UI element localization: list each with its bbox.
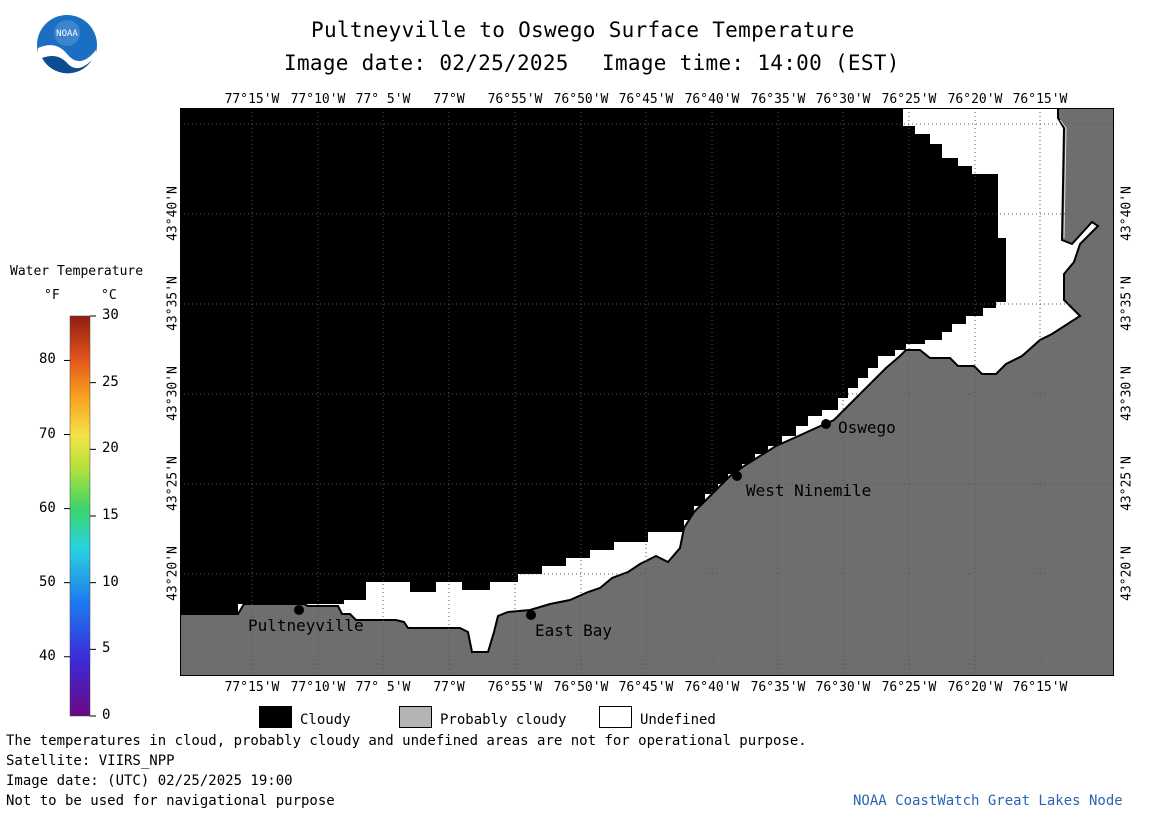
latitude-label: 43°30'N [1119, 366, 1135, 421]
colorbar-title: Water Temperature [10, 264, 144, 279]
legend-swatch-probably-cloudy [399, 706, 432, 728]
page-title: Pultneyville to Oswego Surface Temperatu… [311, 18, 855, 42]
colorbar-fahrenheit-tick: 80 [39, 351, 56, 368]
longitude-label: 76°45'W [618, 680, 674, 695]
place-label-pultneyville: Pultneyville [248, 616, 364, 635]
footer-navigation: Not to be used for navigational purpose [6, 793, 335, 809]
pultneyville-marker [294, 605, 304, 615]
latitude-label: 43°25'N [165, 456, 181, 511]
logo-text: NOAA [56, 29, 78, 39]
latitude-label: 43°35'N [165, 276, 181, 331]
longitude-label: 77°W [433, 680, 465, 695]
place-label-west-ninemile: West Ninemile [746, 481, 872, 500]
longitude-label: 76°55'W [487, 680, 543, 695]
longitude-label: 77°10'W [290, 680, 346, 695]
longitude-label: 77° 5'W [355, 92, 411, 107]
map-frame [180, 108, 1114, 676]
colorbar-fahrenheit-tick: 40 [39, 647, 56, 664]
longitude-label: 76°25'W [881, 92, 937, 107]
longitude-label: 77°15'W [224, 92, 280, 107]
image-time: Image time: 14:00 (EST) [602, 51, 900, 75]
land-area [180, 108, 1114, 676]
legend-swatch-cloudy [259, 706, 292, 728]
graticule [180, 108, 1114, 676]
longitude-label: 76°35'W [750, 680, 806, 695]
footer-note: The temperatures in cloud, probably clou… [6, 733, 807, 749]
latitude-label: 43°20'N [1119, 546, 1135, 601]
colorbar-celsius-tick: 25 [102, 373, 119, 390]
legend-label-cloudy: Cloudy [300, 712, 351, 728]
colorbar-celsius-tick: 20 [102, 440, 119, 457]
longitude-label: 77°10'W [290, 92, 346, 107]
longitude-label: 76°50'W [553, 92, 609, 107]
longitude-label: 76°40'W [684, 680, 740, 695]
colorbar [64, 315, 96, 717]
colorbar-unit-c: °C [101, 288, 117, 303]
image-date: Image date: 02/25/2025 [284, 51, 569, 75]
latitude-label: 43°20'N [165, 546, 181, 601]
latitude-label: 43°35'N [1119, 276, 1135, 331]
oswego-marker [821, 419, 831, 429]
noaa-logo: NOAA [37, 15, 97, 76]
colorbar-fahrenheit-tick: 70 [39, 425, 56, 442]
colorbar-unit-f: °F [44, 288, 60, 303]
east-bay-marker [526, 610, 536, 620]
latitude-label: 43°25'N [1119, 456, 1135, 511]
colorbar-fahrenheit-tick: 60 [39, 499, 56, 516]
colorbar-celsius-tick: 15 [102, 507, 119, 523]
legend-swatch-undefined [599, 706, 632, 728]
longitude-label: 77° 5'W [355, 680, 411, 695]
place-label-east-bay: East Bay [535, 621, 613, 640]
longitude-label: 76°15'W [1012, 92, 1068, 107]
longitude-label: 76°25'W [881, 680, 937, 695]
legend-label-probably-cloudy: Probably cloudy [440, 712, 567, 728]
longitude-label: 76°20'W [947, 92, 1003, 107]
footer-satellite: Satellite: VIIRS_NPP [6, 753, 175, 769]
longitude-label: 76°30'W [815, 680, 871, 695]
footer-credit: NOAA CoastWatch Great Lakes Node [853, 793, 1123, 809]
longitude-label: 76°20'W [947, 680, 1003, 695]
longitude-label: 76°30'W [815, 92, 871, 107]
west-ninemile-marker [732, 471, 742, 481]
longitude-label: 76°50'W [553, 680, 609, 695]
place-label-oswego: Oswego [838, 418, 896, 437]
longitude-label: 76°55'W [487, 92, 543, 107]
legend-label-undefined: Undefined [640, 712, 716, 728]
colorbar-fahrenheit-tick: 50 [39, 573, 56, 590]
footer-utc-date: Image date: (UTC) 02/25/2025 19:00 [6, 773, 293, 789]
longitude-label: 77°15'W [224, 680, 280, 695]
colorbar-celsius-tick: 30 [102, 307, 119, 323]
longitude-label: 76°35'W [750, 92, 806, 107]
cloud-area [180, 108, 1006, 614]
longitude-label: 76°45'W [618, 92, 674, 107]
latitude-label: 43°30'N [165, 366, 181, 421]
latitude-label: 43°40'N [1119, 186, 1135, 241]
longitude-label: 77°W [433, 92, 465, 107]
longitude-label: 76°15'W [1012, 680, 1068, 695]
colorbar-celsius-tick: 10 [102, 573, 119, 590]
latitude-label: 43°40'N [165, 186, 181, 241]
surface-temperature-map [180, 108, 1114, 676]
colorbar-celsius-tick: 0 [102, 707, 111, 723]
longitude-label: 76°40'W [684, 92, 740, 107]
colorbar-celsius-tick: 5 [102, 640, 111, 657]
